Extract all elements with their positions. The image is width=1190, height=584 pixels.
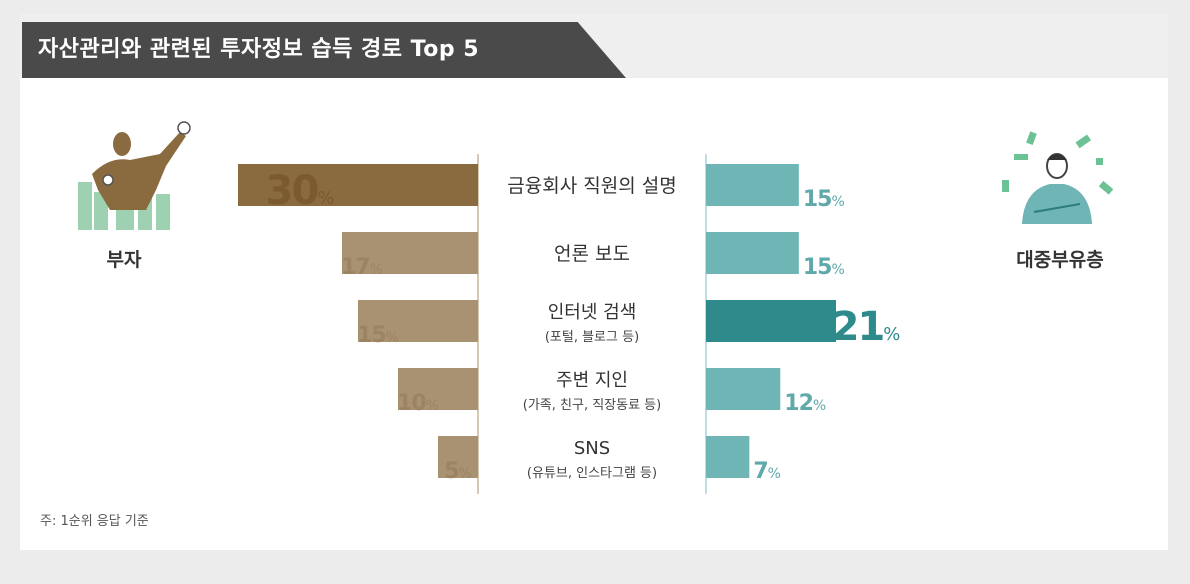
wealthy-bar-2 [342,232,478,274]
category-label-1: 금융회사 직원의 설명 [507,175,676,197]
chart-title: 자산관리와 관련된 투자정보 습득 경로 Top 5 [38,37,480,62]
category-label-2: 언론 보도 [554,243,630,265]
wealthy-person-icon [78,121,191,230]
footnote: 주: 1순위 응답 기준 [40,514,149,529]
wealthy-value-label-5: 5% [444,459,472,484]
chart-area: 부자 대중부유층 30% 15% 금융회사 직원의 설명 17% 15% 언론 보도 15%… [78,121,1114,494]
bars-layer [238,164,836,478]
category-label-5: SNS [574,438,610,459]
category-sublabel-3: (포털, 블로그 등) [545,330,639,345]
mass-bar-2 [706,232,799,274]
mass-value-label-5: 7% [753,459,781,484]
mass-value-label-4: 12% [784,391,826,416]
series-name-wealthy: 부자 [107,249,142,271]
mass-bar-4 [706,368,781,410]
chart-card: 자산관리와 관련된 투자정보 습득 경로 Top 5 부자 [20,14,1168,550]
wealthy-bar-1 [238,164,478,206]
wealthy-value-label-3: 15% [357,323,399,348]
wealthy-bar-3 [358,300,478,342]
wealthy-value-label-4: 10% [397,391,439,416]
series-name-mass-affluent: 대중부유층 [1016,249,1103,271]
category-sublabel-5: (유튜브, 인스타그램 등) [527,466,657,481]
mass-bar-1 [706,164,799,206]
category-label-4: 주변 지인 [556,370,628,391]
wealthy-value-label-1: 30% [266,168,335,214]
labels-layer: 30% 15% 금융회사 직원의 설명 17% 15% 언론 보도 15% 21% 인터넷 검색… [266,168,901,484]
wealthy-bar-4 [398,368,478,410]
mass-affluent-person-icon [1002,131,1114,224]
wealthy-bar-5 [438,436,478,478]
mass-value-label-3: 21% [832,304,901,350]
mass-bar-5 [706,436,750,478]
mass-value-label-2: 15% [803,255,845,280]
mass-bar-3 [706,300,836,342]
category-label-3: 인터넷 검색 [548,302,637,323]
title-banner [22,22,626,78]
mass-value-label-1: 15% [803,187,845,212]
wealthy-value-label-2: 17% [341,255,383,280]
category-sublabel-4: (가족, 친구, 직장동료 등) [523,398,661,413]
